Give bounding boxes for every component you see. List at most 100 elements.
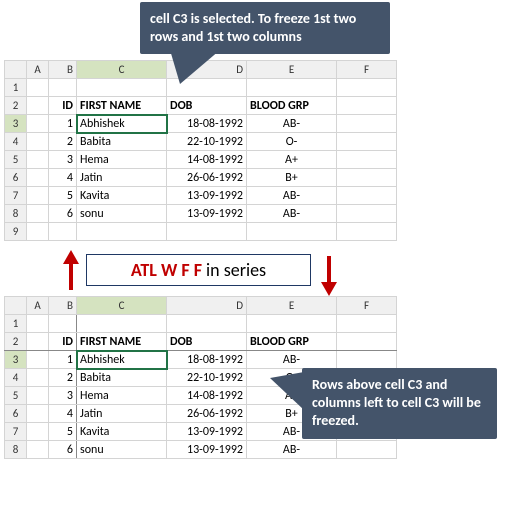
cell[interactable]: B+: [247, 169, 337, 187]
cell[interactable]: AB-: [247, 441, 337, 459]
cell[interactable]: [337, 97, 397, 115]
cell[interactable]: BLOOD GRP: [247, 97, 337, 115]
cell[interactable]: FIRST NAME: [77, 97, 167, 115]
row-header-6[interactable]: 6: [5, 405, 27, 423]
cell[interactable]: [337, 333, 397, 351]
cell[interactable]: O-: [247, 133, 337, 151]
col-header-B[interactable]: B: [49, 61, 77, 79]
cell[interactable]: 13-09-1992: [167, 423, 247, 441]
cell[interactable]: 5: [49, 423, 77, 441]
cell[interactable]: [337, 169, 397, 187]
cell[interactable]: [27, 187, 49, 205]
row-header-3[interactable]: 3: [5, 351, 27, 369]
cell[interactable]: 18-08-1992: [167, 351, 247, 369]
cell[interactable]: [27, 133, 49, 151]
cell[interactable]: 2: [49, 369, 77, 387]
cell[interactable]: Kavita: [77, 423, 167, 441]
cell[interactable]: [167, 315, 247, 333]
col-header-B[interactable]: B: [49, 297, 77, 315]
row-header-8[interactable]: 8: [5, 441, 27, 459]
cell[interactable]: AB-: [247, 187, 337, 205]
cell[interactable]: [49, 79, 77, 97]
col-header-A[interactable]: A: [27, 297, 49, 315]
cell[interactable]: 2: [49, 133, 77, 151]
cell[interactable]: 5: [49, 187, 77, 205]
cell[interactable]: [337, 205, 397, 223]
cell[interactable]: DOB: [167, 97, 247, 115]
cell[interactable]: 1: [49, 351, 77, 369]
cell[interactable]: [247, 223, 337, 241]
cell[interactable]: [27, 115, 49, 133]
cell[interactable]: [337, 223, 397, 241]
cell[interactable]: A+: [247, 151, 337, 169]
cell[interactable]: [77, 315, 167, 333]
cell[interactable]: [27, 97, 49, 115]
row-header-5[interactable]: 5: [5, 387, 27, 405]
cell[interactable]: Hema: [77, 387, 167, 405]
cell[interactable]: 13-09-1992: [167, 441, 247, 459]
cell[interactable]: [337, 133, 397, 151]
cell[interactable]: ID: [49, 333, 77, 351]
cell[interactable]: [247, 315, 337, 333]
col-header-A[interactable]: A: [27, 61, 49, 79]
cell[interactable]: Babita: [77, 369, 167, 387]
row-header-3[interactable]: 3: [5, 115, 27, 133]
select-all-corner[interactable]: [5, 61, 27, 79]
cell[interactable]: [167, 223, 247, 241]
cell[interactable]: [49, 223, 77, 241]
cell[interactable]: [77, 79, 167, 97]
cell[interactable]: 22-10-1992: [167, 369, 247, 387]
cell[interactable]: [49, 315, 77, 333]
cell[interactable]: Jatin: [77, 405, 167, 423]
cell[interactable]: [27, 423, 49, 441]
row-header-4[interactable]: 4: [5, 369, 27, 387]
cell[interactable]: 3: [49, 387, 77, 405]
cell[interactable]: [27, 405, 49, 423]
cell[interactable]: [337, 351, 397, 369]
cell[interactable]: [337, 79, 397, 97]
grid-before[interactable]: A B C D E F 1 2 ID FIRST NAME DOB BLOOD …: [4, 60, 397, 241]
cell[interactable]: AB-: [247, 115, 337, 133]
col-header-D[interactable]: D: [167, 297, 247, 315]
cell-C3-selected[interactable]: Abhishek: [77, 115, 167, 133]
cell[interactable]: [27, 169, 49, 187]
cell[interactable]: DOB: [167, 333, 247, 351]
cell[interactable]: [337, 315, 397, 333]
cell[interactable]: 26-06-1992: [167, 405, 247, 423]
col-header-E[interactable]: E: [247, 297, 337, 315]
cell[interactable]: AB-: [247, 351, 337, 369]
cell[interactable]: [27, 351, 49, 369]
row-header-2[interactable]: 2: [5, 333, 27, 351]
col-header-F[interactable]: F: [337, 297, 397, 315]
cell[interactable]: [247, 79, 337, 97]
cell[interactable]: 14-08-1992: [167, 387, 247, 405]
cell[interactable]: Kavita: [77, 187, 167, 205]
cell[interactable]: [337, 115, 397, 133]
row-header-7[interactable]: 7: [5, 187, 27, 205]
cell[interactable]: AB-: [247, 205, 337, 223]
row-header-8[interactable]: 8: [5, 205, 27, 223]
row-header-5[interactable]: 5: [5, 151, 27, 169]
cell-C3-selected[interactable]: Abhishek: [77, 351, 167, 369]
cell[interactable]: [27, 333, 49, 351]
cell[interactable]: Jatin: [77, 169, 167, 187]
cell[interactable]: 6: [49, 205, 77, 223]
cell[interactable]: BLOOD GRP: [247, 333, 337, 351]
row-header-1[interactable]: 1: [5, 79, 27, 97]
row-header-6[interactable]: 6: [5, 169, 27, 187]
cell[interactable]: [77, 223, 167, 241]
cell[interactable]: Hema: [77, 151, 167, 169]
col-header-C[interactable]: C: [77, 297, 167, 315]
cell[interactable]: 14-08-1992: [167, 151, 247, 169]
cell[interactable]: 3: [49, 151, 77, 169]
cell[interactable]: [337, 151, 397, 169]
cell[interactable]: [27, 79, 49, 97]
cell[interactable]: [27, 315, 49, 333]
col-header-E[interactable]: E: [247, 61, 337, 79]
cell[interactable]: [337, 441, 397, 459]
cell[interactable]: 13-09-1992: [167, 205, 247, 223]
row-header-1[interactable]: 1: [5, 315, 27, 333]
cell[interactable]: [337, 187, 397, 205]
cell[interactable]: 6: [49, 441, 77, 459]
cell[interactable]: sonu: [77, 441, 167, 459]
